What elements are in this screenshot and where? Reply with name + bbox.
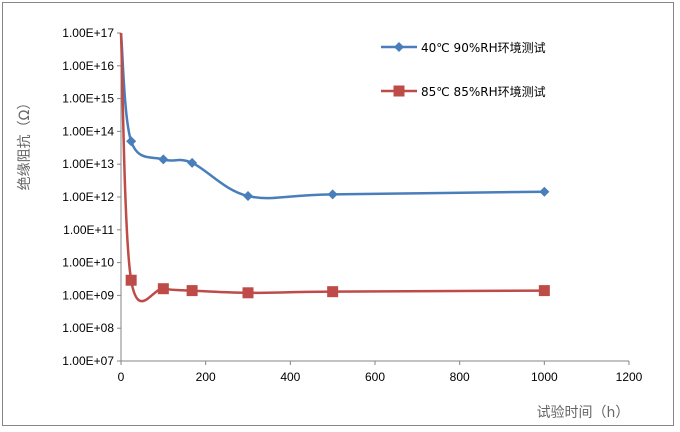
data-point [243, 191, 253, 202]
data-point [327, 189, 338, 200]
data-point [126, 136, 137, 147]
x-tick-label: 200 [196, 370, 216, 384]
x-tick-label: 1000 [531, 370, 558, 384]
series-1 [119, 32, 550, 303]
series-line [119, 32, 545, 303]
legend-label: 85℃ 85%RH环境测试 [421, 84, 546, 99]
legend-label: 40℃ 90%RH环境测试 [421, 40, 546, 55]
y-axis-label: 绝缘阻抗（Ω） [17, 96, 33, 191]
legend-marker [393, 85, 405, 97]
data-point [187, 157, 198, 168]
data-point [538, 285, 550, 297]
y-tick-label: 1.00E+08 [62, 321, 114, 335]
y-tick-label: 1.00E+13 [62, 157, 114, 171]
y-tick-label: 1.00E+12 [62, 190, 114, 204]
data-point [327, 286, 339, 298]
data-point [242, 287, 254, 299]
legend: 40℃ 90%RH环境测试 85℃ 85%RH环境测试 [381, 40, 546, 99]
x-tick-label: 1200 [616, 370, 643, 384]
y-tick-label: 1.00E+11 [63, 223, 114, 237]
data-point [186, 285, 198, 297]
data-point [157, 283, 169, 295]
x-tick-label: 800 [450, 370, 470, 384]
y-tick-label: 1.00E+07 [62, 354, 114, 368]
y-tick-label: 1.00E+10 [62, 256, 114, 270]
y-tick-label: 1.00E+17 [62, 26, 114, 40]
x-tick-label: 400 [280, 370, 300, 384]
y-tick-label: 1.00E+15 [62, 92, 114, 106]
y-tick-label: 1.00E+09 [62, 288, 114, 302]
y-tick-label: 1.00E+14 [62, 124, 114, 138]
x-tick-label: 600 [365, 370, 385, 384]
data-point [539, 186, 550, 197]
x-axis-label: 试验时间（h） [537, 405, 630, 421]
data-point [125, 274, 137, 286]
data-point [158, 154, 169, 165]
series-line [119, 32, 545, 200]
y-tick-label: 1.00E+16 [62, 59, 114, 73]
series-0 [119, 32, 550, 202]
legend-marker [394, 42, 404, 52]
chart: 1.00E+07 1.00E+08 1.00E+09 1.00E+10 1.00E+11… [17, 26, 643, 421]
x-tick-label: 0 [118, 370, 125, 384]
chart-frame: 1.00E+07 1.00E+08 1.00E+09 1.00E+10 1.00E+11… [2, 2, 674, 426]
